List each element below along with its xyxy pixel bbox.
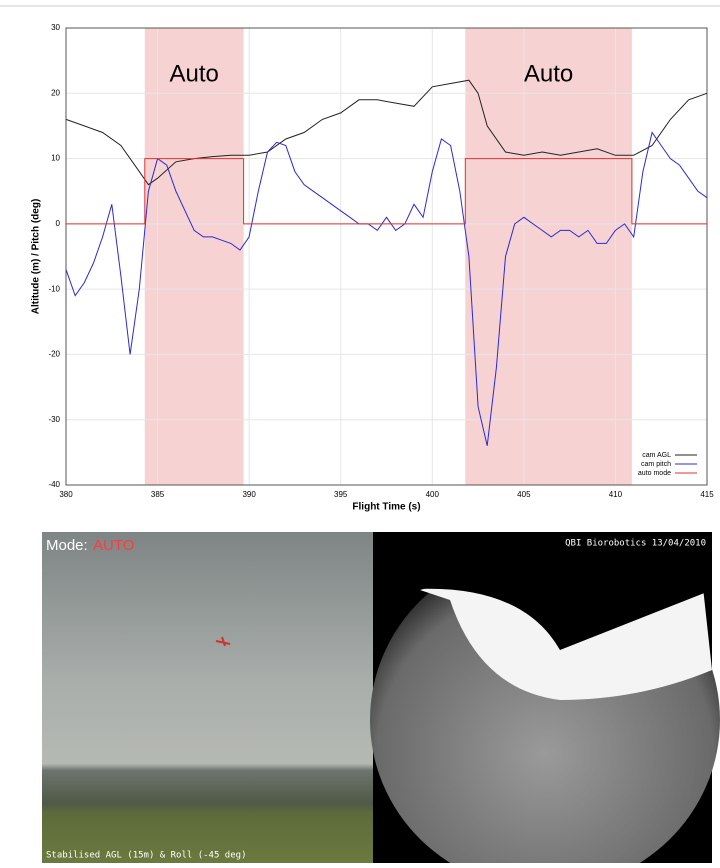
y-tick-label: -10 <box>48 284 60 293</box>
legend-label: cam AGL <box>642 452 671 459</box>
mode-value: AUTO <box>93 537 134 554</box>
y-tick-label: -30 <box>48 415 60 424</box>
y-tick-label: 10 <box>51 154 60 163</box>
legend-label: cam pitch <box>641 461 671 468</box>
y-tick-label: 0 <box>56 219 61 228</box>
x-tick-label: 405 <box>517 490 531 499</box>
y-tick-label: 20 <box>51 88 60 97</box>
y-axis-label: Altitude (m) / Pitch (deg) <box>31 199 42 315</box>
x-axis-label: Flight Time (s) <box>352 502 420 513</box>
x-tick-label: 400 <box>426 490 440 499</box>
y-tick-label: -40 <box>48 480 60 489</box>
plot: Auto Auto -40 -30 -20 -10 0 10 20 30 380 385 390 395 4… <box>31 23 715 513</box>
ground-camera-frame <box>42 532 373 863</box>
x-tick-label: 395 <box>334 490 348 499</box>
timestamp: QBI Biorobotics 13/04/2010 <box>565 539 706 549</box>
x-tick-label: 390 <box>242 490 256 499</box>
mode-label: Mode: <box>46 537 88 554</box>
auto-region <box>144 28 244 485</box>
region-label: Auto <box>524 60 573 87</box>
region-label: Auto <box>170 60 219 87</box>
auto-region <box>465 28 632 485</box>
x-tick-label: 380 <box>59 490 73 499</box>
y-tick-label: -20 <box>48 350 60 359</box>
series-line <box>65 79 708 186</box>
x-tick-label: 410 <box>609 490 623 499</box>
x-tick-label: 415 <box>700 490 714 499</box>
caption: Stabilised AGL (15m) & Roll (-45 deg) <box>46 851 246 861</box>
legend-label: auto mode <box>638 470 671 477</box>
aircraft <box>215 636 231 647</box>
series-line <box>65 131 708 446</box>
y-tick-label: 30 <box>51 23 60 32</box>
x-tick-label: 385 <box>151 490 165 499</box>
plot-frame <box>65 27 708 486</box>
fisheye-shadow <box>373 532 712 650</box>
series-line <box>66 158 707 225</box>
